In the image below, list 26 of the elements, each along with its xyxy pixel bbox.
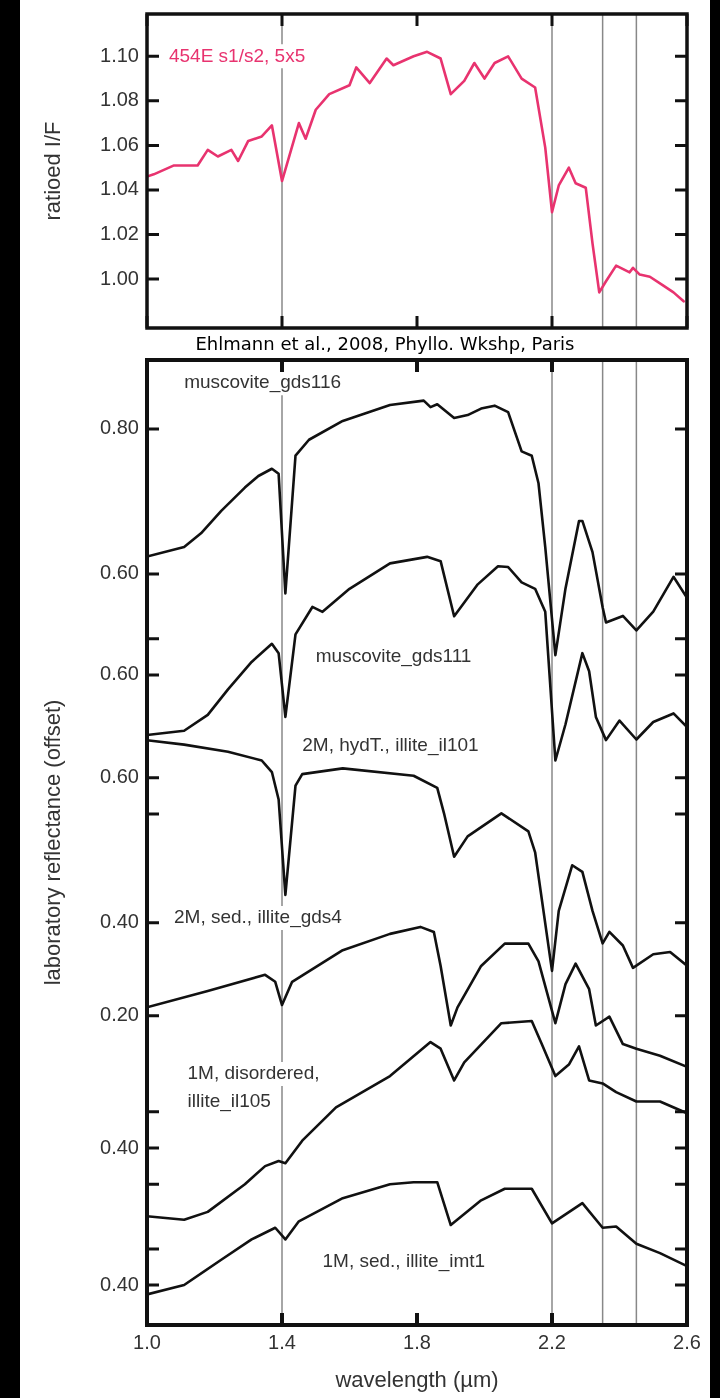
y-tick-label: 1.06 [100,132,139,155]
y-tick-label: 1.04 [100,177,139,200]
y-tick-label: 1.02 [100,221,139,244]
x-tick-label: 2.6 [673,1330,701,1353]
y-tick-label: 1.00 [100,266,139,289]
y-tick-label: 0.40 [100,910,139,933]
series-label: 454E s1/s2, 5x5 [168,44,306,66]
y-tick-label: 0.60 [100,561,139,584]
y-axis-title: laboratory reflectance (offset) [40,699,66,986]
series-label: 1M, disordered, illite_il105 [187,1062,320,1113]
x-tick-label: 1.0 [133,1330,161,1353]
y-tick-label: 0.20 [100,1003,139,1026]
y-tick-label: 0.80 [100,416,139,439]
x-axis-title: wavelength (µm) [334,1366,499,1392]
series-label: muscovite_gds111 [315,645,472,668]
series-label: 2M, hydT., illite_il101 [302,733,479,756]
x-tick-label: 1.8 [403,1330,431,1353]
x-tick-label: 2.2 [538,1330,566,1353]
y-axis-title: ratioed I/F [40,121,66,221]
y-tick-label: 1.10 [100,43,139,66]
legend-label: muscovite_gds116 [184,371,342,394]
series-label: 1M, sed., illite_imt1 [322,1250,486,1273]
x-tick-label: 1.4 [268,1330,296,1353]
text: Ehlmann et al., 2008, Phyllo. Wkshp, Paris [194,332,576,356]
y-tick-label: 1.08 [100,88,139,111]
series-label: 2M, sed., illite_gds4 [174,906,343,929]
